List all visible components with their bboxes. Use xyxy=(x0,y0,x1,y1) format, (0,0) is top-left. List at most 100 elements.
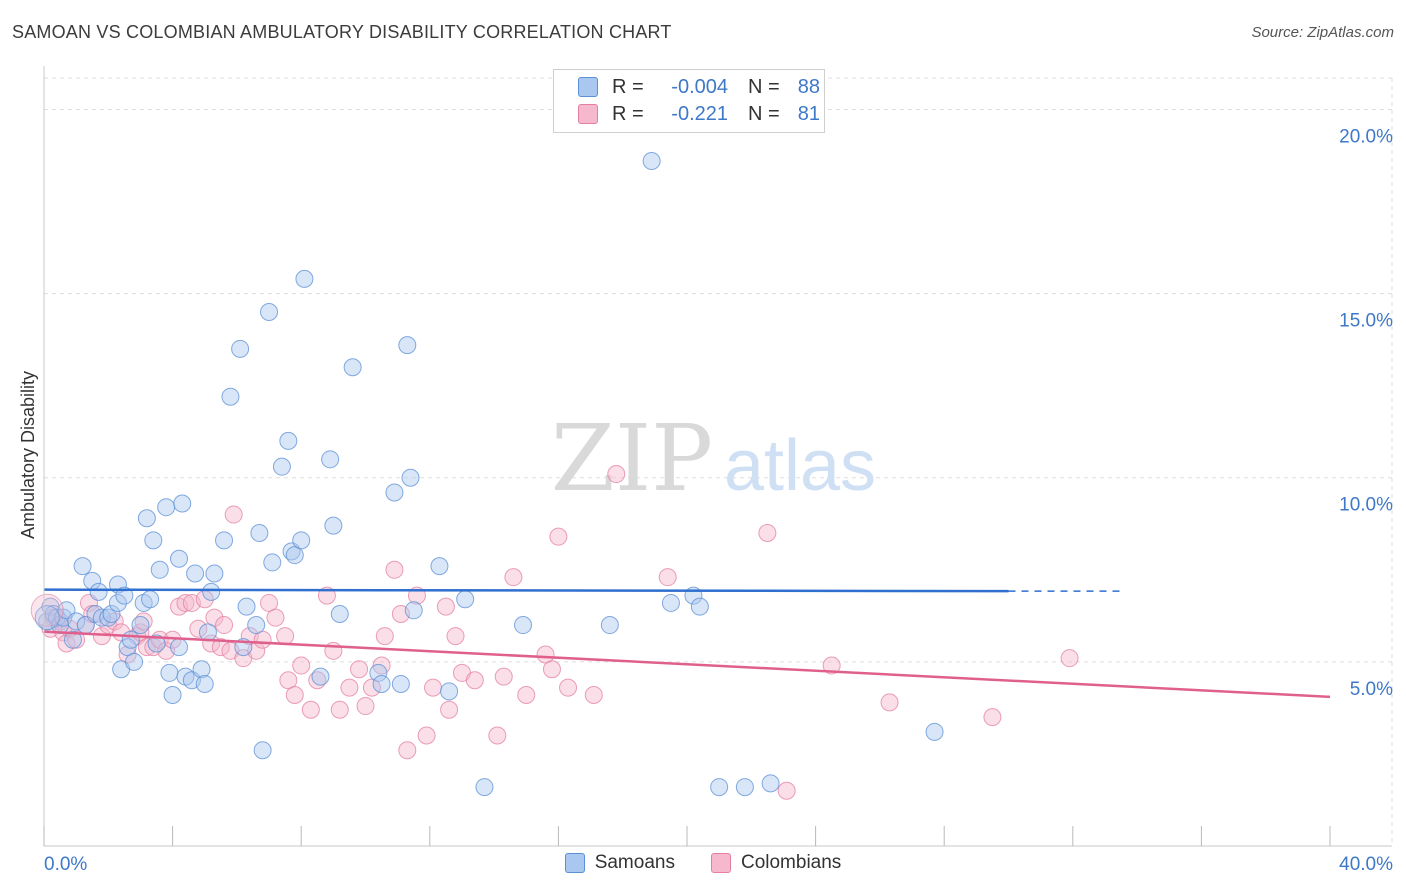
samoan-point xyxy=(250,523,269,542)
y-tick-label: 10.0% xyxy=(1339,495,1393,516)
colombian-point xyxy=(758,523,777,542)
colombian-point xyxy=(215,616,234,635)
colombian-point xyxy=(224,505,243,524)
samoan-point xyxy=(173,494,192,513)
x-tick-label: 0.0% xyxy=(44,854,87,875)
samoan-point xyxy=(150,560,169,579)
samoan-point xyxy=(761,774,780,793)
samoan-point xyxy=(372,674,391,693)
colombian-point xyxy=(436,597,455,616)
samoan-point xyxy=(398,336,417,355)
samoan-point xyxy=(115,586,134,605)
samoan-point xyxy=(600,616,619,635)
colombian-point xyxy=(517,686,536,705)
samoans-legend-swatch xyxy=(564,853,585,873)
samoan-point xyxy=(215,531,234,550)
samoan-point xyxy=(456,590,475,609)
colombian-point xyxy=(559,678,578,697)
colombian-point xyxy=(584,686,603,705)
samoan-point xyxy=(92,608,111,627)
samoan-point xyxy=(295,269,314,288)
samoan-point xyxy=(108,593,127,612)
samoans-trend-line xyxy=(43,588,1009,593)
r-label: R = xyxy=(612,75,644,98)
samoan-point xyxy=(163,686,182,705)
samoan-point xyxy=(157,498,176,517)
colombians-swatch xyxy=(578,104,598,124)
trend-lines xyxy=(43,588,1331,699)
legend-item-colombians[interactable]: Colombians xyxy=(710,852,842,874)
samoan-point xyxy=(690,597,709,616)
samoan-point xyxy=(192,660,211,679)
colombian-point xyxy=(549,527,568,546)
colombians-legend-swatch xyxy=(710,853,731,873)
x-tick-label: 40.0% xyxy=(1339,854,1393,875)
samoan-point xyxy=(125,652,144,671)
samoan-point xyxy=(89,582,108,601)
samoan-point xyxy=(440,682,459,701)
samoan-point xyxy=(34,605,60,631)
samoans-swatch xyxy=(578,77,598,97)
samoan-point xyxy=(311,667,330,686)
samoan-point xyxy=(925,722,944,741)
watermark-zip: ZIP xyxy=(551,405,713,512)
samoan-point xyxy=(63,630,82,649)
samoan-point xyxy=(160,663,179,682)
samoan-point xyxy=(401,468,420,487)
samoan-point xyxy=(430,557,449,576)
grid-lines xyxy=(44,77,1393,846)
y-tick-label: 15.0% xyxy=(1339,311,1393,332)
colombians-legend-label: Colombians xyxy=(740,852,842,873)
colombian-point xyxy=(822,656,841,675)
colombian-point xyxy=(375,627,394,646)
samoan-point xyxy=(186,564,205,583)
colombian-point xyxy=(658,568,677,587)
legend-row-colombians: R = -0.221 N = 81 xyxy=(578,101,820,127)
samoan-point xyxy=(642,152,661,171)
legend-row-samoans: R = -0.004 N = 88 xyxy=(578,74,820,100)
y-axis-label: Ambulatory Disability xyxy=(18,371,38,539)
colombian-point xyxy=(417,726,436,745)
samoan-point xyxy=(330,604,349,623)
samoan-point xyxy=(99,608,118,627)
colombian-point xyxy=(189,619,208,638)
samoan-point xyxy=(710,778,729,797)
colombian-point xyxy=(340,678,359,697)
colombian-point xyxy=(330,700,349,719)
samoan-point xyxy=(198,623,217,642)
samoan-point xyxy=(131,616,150,635)
colombian-point xyxy=(350,660,369,679)
samoan-point xyxy=(404,601,423,620)
colombian-point xyxy=(607,465,626,484)
colombian-point xyxy=(488,726,507,745)
colombian-point xyxy=(398,741,417,760)
samoan-point xyxy=(202,582,221,601)
colombian-point xyxy=(266,608,285,627)
samoan-point xyxy=(475,778,494,797)
colombian-point xyxy=(150,630,169,649)
r-value: -0.221 xyxy=(671,102,728,125)
colombian-point xyxy=(134,612,153,631)
legend-item-samoans[interactable]: Samoans xyxy=(564,852,675,874)
samoan-point xyxy=(369,663,388,682)
watermark: ZIP atlas xyxy=(551,405,876,512)
y-tick-label: 5.0% xyxy=(1350,679,1393,700)
watermark-atlas: atlas xyxy=(724,426,876,506)
colombian-point xyxy=(176,593,195,612)
samoan-point xyxy=(514,616,533,635)
source-label: Source: ZipAtlas.com xyxy=(1251,24,1394,41)
colombian-point xyxy=(211,638,230,657)
samoan-point xyxy=(263,553,282,572)
samoan-point xyxy=(73,557,92,576)
r-value: -0.004 xyxy=(671,75,728,98)
chart-title: SAMOAN VS COLOMBIAN AMBULATORY DISABILIT… xyxy=(12,22,672,42)
colombian-point xyxy=(446,627,465,646)
samoan-point xyxy=(279,431,298,450)
samoan-point xyxy=(735,778,754,797)
stats-legend: R = -0.004 N = 88 R = -0.221 N = 81 xyxy=(553,69,825,133)
samoan-point xyxy=(102,604,121,623)
samoan-point xyxy=(121,630,140,649)
colombian-point xyxy=(285,686,304,705)
colombian-point xyxy=(983,708,1002,727)
